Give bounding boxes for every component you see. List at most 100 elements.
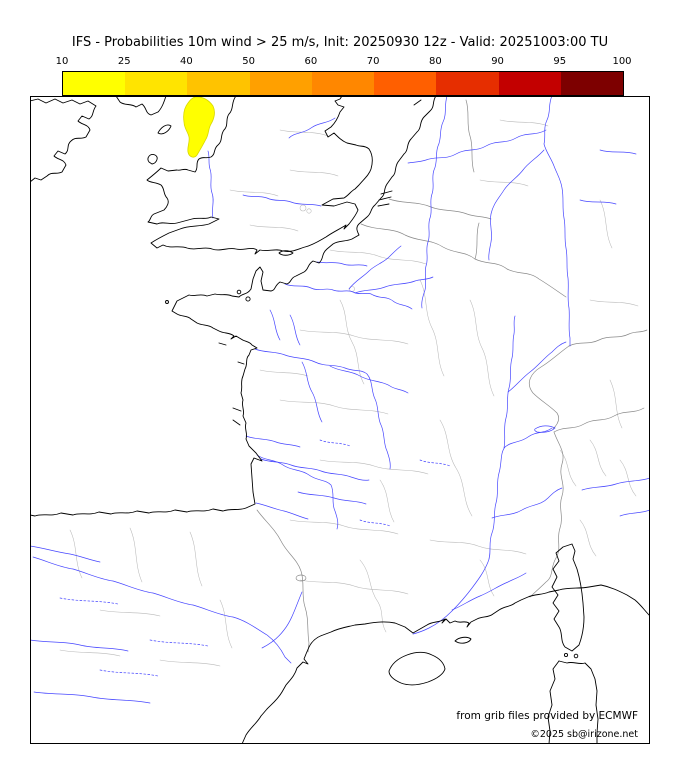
legend-color-segment — [436, 72, 499, 95]
coastline-strait-island — [563, 652, 569, 658]
border-netherlands-germany — [465, 99, 475, 173]
coastline-isle-of-wight — [278, 250, 294, 256]
coastline-ouessant — [165, 300, 169, 304]
river-jucar — [33, 691, 151, 704]
river-durance — [451, 572, 527, 611]
lake-geneva — [534, 425, 556, 433]
river-saone — [503, 315, 516, 449]
legend-tick-labels: 10 25 40 50 60 70 80 90 95 100 — [56, 56, 632, 68]
border-belgium-netherlands — [388, 198, 492, 220]
river-neckar — [579, 199, 617, 205]
coastline-jersey — [245, 296, 251, 302]
coastline-strait-island — [573, 653, 579, 659]
legend-tick: 100 — [612, 56, 632, 67]
coastline-ile-de-re — [232, 407, 242, 412]
river-charente — [245, 435, 301, 448]
coastline-isle-of-man — [157, 124, 172, 135]
probability-patch — [183, 96, 215, 158]
river-garonne — [256, 454, 339, 530]
border-france-belgium-germany — [360, 223, 567, 298]
river-danube-fragment — [599, 149, 637, 155]
river-rhine — [543, 96, 571, 347]
river-lot — [297, 491, 367, 505]
river-somme — [316, 261, 368, 267]
coastline-sardinia-west — [547, 660, 560, 744]
coastline-scotland-galloway — [115, 96, 167, 116]
river-marne — [354, 276, 434, 294]
river-oise — [348, 245, 402, 290]
legend-tick: 90 — [491, 56, 504, 67]
legend-color-segment — [187, 72, 250, 95]
legend-color-segment — [560, 72, 623, 95]
coastline-noirmoutier — [237, 361, 245, 365]
coastline-ireland-north — [30, 98, 97, 183]
stream-dashed — [419, 459, 451, 467]
river-isere — [491, 487, 563, 519]
river-mayenne — [269, 309, 281, 341]
river-trent — [288, 117, 336, 139]
river-loire — [254, 348, 391, 470]
river-duero — [30, 545, 101, 563]
legend-color-segment — [249, 72, 312, 95]
legend-tick: 10 — [55, 56, 69, 67]
legend-color-segment — [311, 72, 375, 95]
river-cher — [329, 365, 409, 394]
coastline-mediterranean — [241, 584, 650, 744]
country-borders-layer — [256, 99, 648, 653]
river-rhine-delta — [407, 129, 547, 164]
river-thames — [242, 194, 322, 207]
river-dordogne — [260, 458, 370, 481]
legend-tick: 70 — [366, 56, 380, 67]
legend-color-segment — [63, 72, 126, 95]
page-title: IFS - Probabilities 10m wind > 25 m/s, I… — [71, 35, 609, 50]
legend-color-segment — [498, 72, 561, 95]
legend-color-segment — [374, 72, 437, 95]
coastline-guernsey — [236, 289, 242, 295]
coastline-anglesey — [147, 154, 158, 165]
coastline-zeeland — [377, 203, 390, 207]
river-adour — [255, 502, 309, 520]
river-moselle — [488, 149, 545, 261]
border-switzerland-germany — [568, 329, 648, 347]
stream-dashed — [99, 669, 159, 677]
coastline-menorca — [454, 636, 472, 644]
stream-dashed — [319, 439, 351, 447]
color-scale-legend — [62, 71, 624, 96]
river-vienne — [301, 361, 323, 423]
river-ebro — [32, 556, 292, 664]
river-po — [581, 477, 650, 491]
legend-tick: 80 — [428, 56, 442, 67]
urban-area-london — [306, 208, 312, 214]
border-belgium-luxembourg — [474, 222, 480, 260]
stream-dashed — [359, 519, 391, 527]
legend-tick: 25 — [117, 56, 131, 67]
stream-dashed — [59, 597, 119, 605]
river-tajo — [30, 639, 129, 652]
river-po-tributary — [619, 509, 650, 517]
river-rhone — [412, 427, 553, 635]
legend-tick: 60 — [304, 56, 318, 67]
river-sarthe — [289, 314, 301, 346]
border-switzerland-italy — [553, 407, 645, 433]
stream-dashed — [149, 639, 209, 647]
coastline-continental-west — [30, 96, 437, 517]
border-france-italy — [529, 431, 564, 598]
rivers-layer — [30, 96, 650, 704]
border-spain-france-pyrenees — [256, 509, 310, 653]
data-credit: from grib files provided by ECMWF — [456, 710, 638, 722]
border-france-switzerland — [529, 345, 570, 430]
coastline-ile-oleron — [232, 419, 241, 426]
river-segre — [261, 591, 303, 649]
urban-area-london — [299, 204, 307, 212]
legend-color-segment — [125, 72, 188, 95]
admin-boundaries-layer — [59, 119, 639, 667]
legend-tick: 50 — [242, 56, 256, 67]
coastline-zeeland — [380, 190, 393, 195]
legend-tick: 40 — [180, 56, 193, 67]
river-doubs — [507, 341, 567, 393]
coastline-great-britain — [146, 96, 373, 255]
coastlines-layer — [30, 96, 650, 744]
coastline-corsica — [551, 543, 585, 652]
